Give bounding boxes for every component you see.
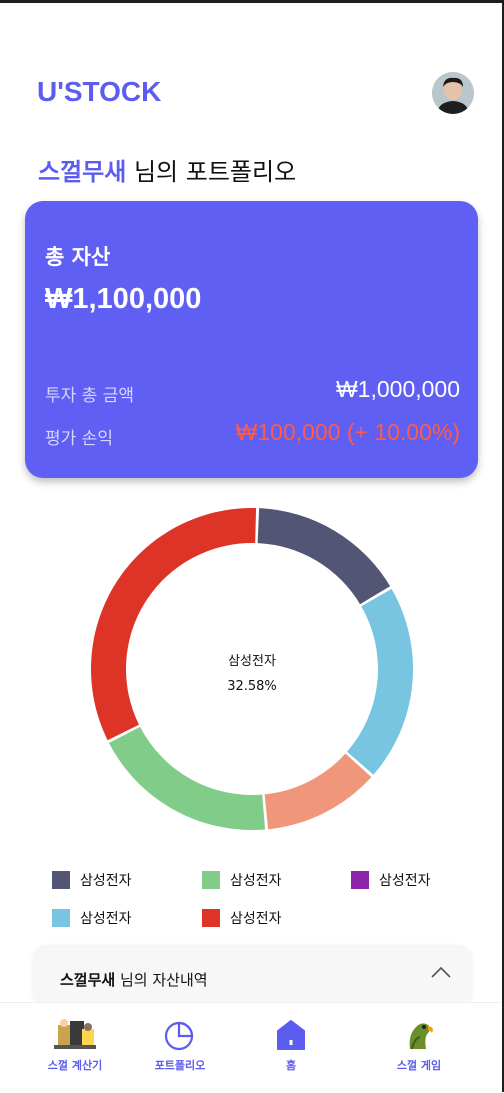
app-logo[interactable]: U'STOCK: [37, 76, 162, 107]
profit-loss-value: ₩100,000 (+ 10.00%): [235, 419, 460, 445]
top-border: [0, 0, 504, 3]
legend-item: 삼성전자: [351, 870, 431, 890]
nav-item-home[interactable]: 홈: [241, 1017, 341, 1073]
legend-label: 삼성전자: [230, 911, 282, 927]
legend-label: 삼성전자: [80, 911, 132, 927]
home-icon: [277, 1020, 305, 1050]
total-asset-label: 총 자산: [45, 245, 111, 269]
legend-label: 삼성전자: [379, 873, 431, 889]
donut-center-value: 32.58%: [227, 679, 277, 694]
chevron-up-icon[interactable]: [430, 965, 452, 979]
legend-label: 삼성전자: [230, 873, 282, 889]
asset-history-user: 스껄무새: [60, 971, 116, 989]
legend-item: 삼성전자: [202, 908, 282, 928]
right-border: [502, 0, 504, 1092]
asset-history-title: 스껄무새 님의 자산내역: [60, 969, 208, 990]
invest-total-value: ₩1,000,000: [335, 376, 460, 402]
calculator-meme-icon: [54, 1019, 96, 1049]
page-title: 스껄무새 님의 포트폴리오: [38, 152, 296, 187]
legend-item: 삼성전자: [52, 870, 132, 890]
user-name: 스껄무새: [38, 158, 127, 186]
legend-item: 삼성전자: [52, 908, 132, 928]
legend-item: 삼성전자: [202, 870, 282, 890]
nav-item-game[interactable]: 스껄 게임: [369, 1017, 469, 1073]
nav-label-calculator: 스껄 계산기: [47, 1059, 103, 1072]
invest-total-label: 투자 총 금액: [45, 386, 135, 406]
asset-history-suffix: 님의 자산내역: [115, 971, 208, 989]
donut-slice[interactable]: [257, 508, 391, 605]
profit-loss-label: 평가 손익: [45, 429, 113, 449]
donut-center-label: 삼성전자: [228, 654, 276, 669]
avatar-portrait-icon: [432, 72, 474, 114]
donut-slice[interactable]: [347, 588, 413, 775]
legend-label: 삼성전자: [80, 873, 132, 889]
asset-summary-card: 총 자산 ₩1,100,000 투자 총 금액 ₩1,000,000 평가 손익…: [25, 201, 478, 478]
bottom-navigation: 스껄 계산기 포트폴리오 홈 스껄 게임: [0, 1002, 502, 1093]
avatar[interactable]: [432, 72, 474, 114]
legend-swatch: [202, 909, 220, 927]
legend-swatch: [52, 871, 70, 889]
legend-swatch: [202, 871, 220, 889]
donut-slice[interactable]: [264, 753, 372, 830]
portfolio-donut-chart[interactable]: [88, 505, 416, 833]
pie-chart-icon: [164, 1021, 194, 1051]
parrot-icon: [409, 1023, 433, 1050]
asset-history-panel[interactable]: 스껄무새 님의 자산내역: [33, 947, 472, 1007]
legend-swatch: [52, 909, 70, 927]
nav-label-game: 스껄 게임: [396, 1059, 442, 1072]
total-asset-value: ₩1,100,000: [45, 283, 202, 315]
nav-item-portfolio[interactable]: 포트폴리오: [130, 1017, 230, 1073]
donut-slice[interactable]: [91, 507, 257, 741]
nav-item-calculator[interactable]: 스껄 계산기: [25, 1017, 125, 1073]
donut-slice[interactable]: [108, 726, 266, 830]
page-title-suffix: 님의 포트폴리오: [126, 158, 297, 186]
legend-swatch: [351, 871, 369, 889]
nav-label-portfolio: 포트폴리오: [154, 1059, 206, 1072]
nav-label-home: 홈: [285, 1059, 297, 1072]
